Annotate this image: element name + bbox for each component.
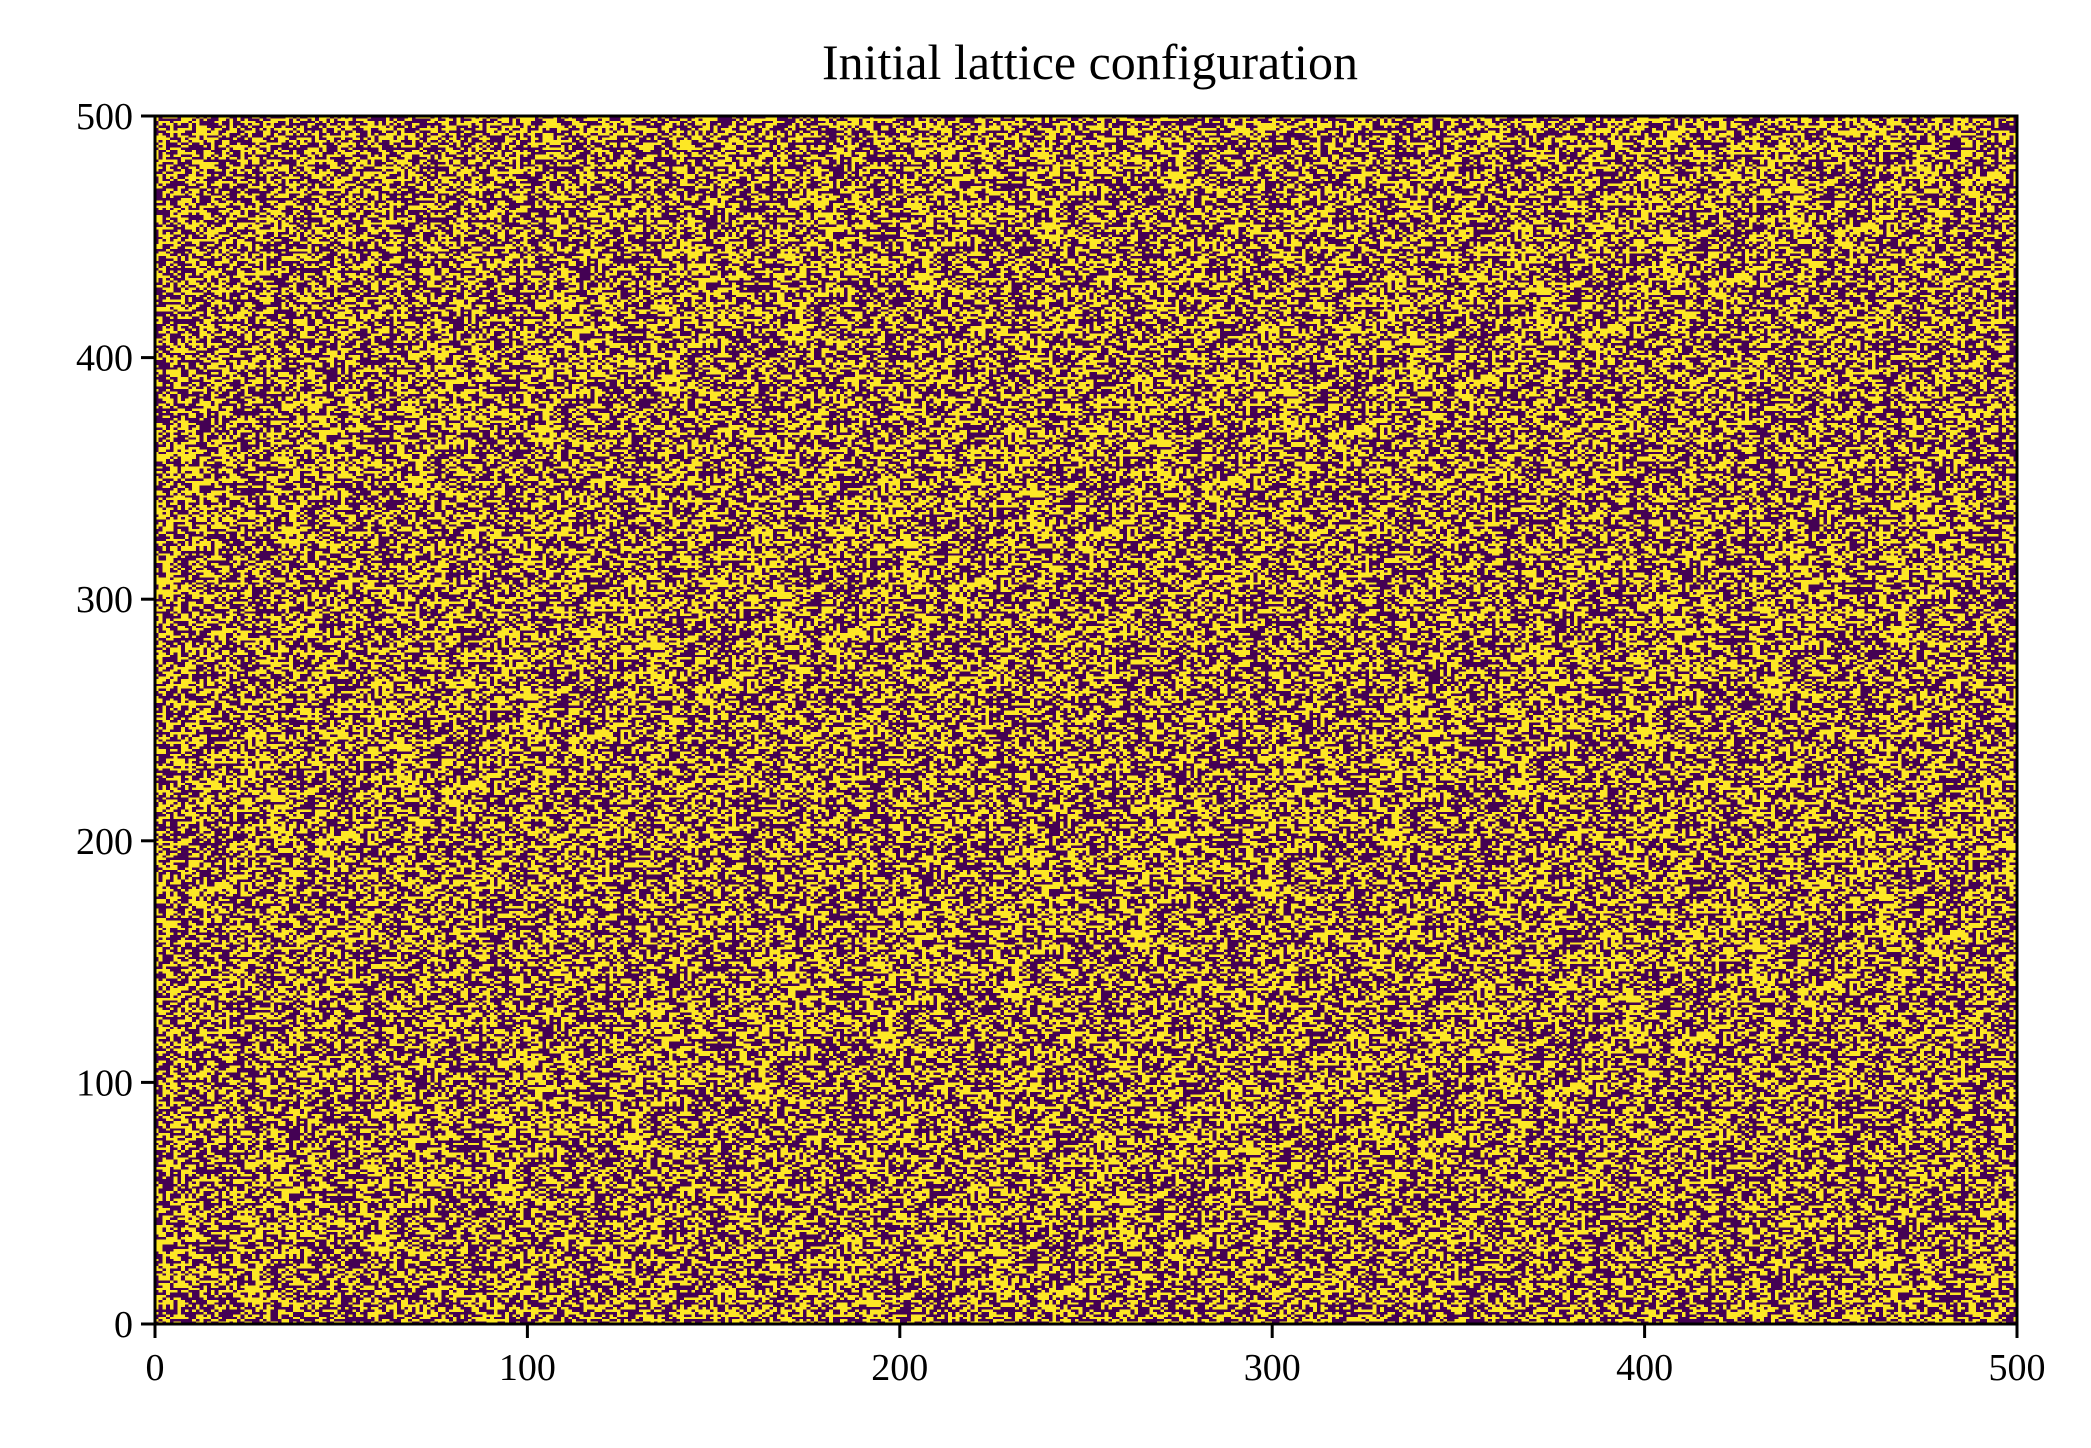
x-axis: 0 100 200 300 400 500 (146, 1324, 2046, 1389)
x-tick-label: 500 (1989, 1347, 2046, 1389)
plot-frame (153, 114, 2019, 1326)
x-tick-label: 200 (871, 1347, 928, 1389)
y-axis: 0 100 200 300 400 500 (76, 96, 155, 1346)
x-tick-label: 400 (1616, 1347, 1673, 1389)
y-tick-label: 100 (76, 1062, 133, 1104)
x-tick-label: 100 (499, 1347, 556, 1389)
x-tick-label: 0 (146, 1347, 165, 1389)
lattice-cells (155, 116, 2017, 1324)
y-tick-label: 400 (76, 338, 133, 380)
x-tick-label: 300 (1244, 1347, 1301, 1389)
y-tick-label: 200 (76, 821, 133, 863)
y-tick-label: 500 (76, 96, 133, 138)
y-tick-label: 300 (76, 579, 133, 621)
lattice-heatmap (155, 116, 2017, 1324)
chart-title: Initial lattice configuration (822, 34, 1358, 90)
y-tick-label: 0 (114, 1304, 133, 1346)
